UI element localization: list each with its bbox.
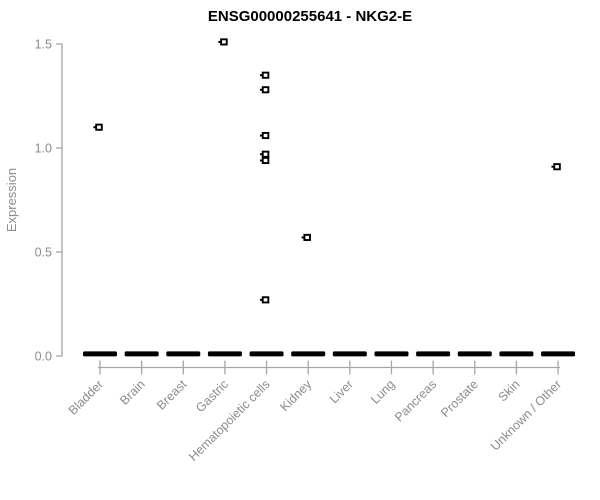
x-category-label: Lung — [368, 377, 398, 407]
data-point-tick — [93, 126, 96, 129]
y-tick-label: 1.0 — [35, 142, 52, 156]
x-category-label: Brain — [117, 377, 148, 408]
zero-expression-bar — [166, 351, 201, 357]
y-tick-label: 0.5 — [35, 246, 52, 260]
x-category-label: Unknown / Other — [488, 377, 564, 453]
y-tick-label: 0.0 — [35, 350, 52, 364]
zero-expression-bar — [291, 351, 326, 357]
x-category-label: Pancreas — [392, 377, 439, 424]
zero-expression-bar — [499, 351, 534, 357]
data-point-tick — [551, 165, 554, 168]
data-point-tick — [259, 88, 263, 91]
data-point — [261, 156, 270, 165]
chart-title: ENSG00000255641 - NKG2-E — [207, 8, 413, 25]
x-category-label: Prostate — [438, 377, 481, 420]
data-point-tick — [259, 153, 263, 156]
zero-expression-bar — [374, 351, 409, 357]
data-point-tick — [259, 134, 263, 137]
data-point-tick — [218, 40, 221, 43]
data-point-tick — [259, 74, 263, 77]
x-category-label: Bladder — [66, 377, 106, 417]
x-category-label: Kidney — [277, 377, 314, 414]
data-point-tick — [259, 298, 263, 301]
data-point — [261, 131, 270, 140]
data-point-tick — [259, 159, 263, 162]
x-category-label: Hematopoietic cells — [186, 377, 273, 464]
zero-expression-bar — [541, 351, 576, 357]
zero-expression-bar — [457, 351, 492, 357]
zero-expression-bar — [124, 351, 159, 357]
x-category-label: Gastric — [193, 377, 231, 415]
zero-expression-bar — [332, 351, 367, 357]
data-point — [261, 296, 270, 304]
data-point-tick — [301, 236, 304, 239]
x-category-label: Skin — [495, 377, 522, 404]
y-axis-title: Expression — [4, 167, 19, 233]
zero-expression-bar — [249, 351, 284, 357]
data-point — [261, 150, 270, 158]
data-point — [553, 163, 561, 171]
data-point — [220, 38, 228, 46]
y-tick-label: 1.5 — [35, 38, 52, 52]
x-category-label: Liver — [327, 377, 356, 406]
data-point — [261, 86, 270, 94]
data-point — [261, 71, 270, 79]
zero-expression-bar — [207, 351, 242, 357]
data-point — [303, 233, 311, 241]
zero-expression-bar — [83, 351, 117, 357]
zero-expression-bar — [416, 351, 451, 357]
x-category-label: Breast — [154, 377, 190, 413]
data-point — [95, 123, 103, 131]
